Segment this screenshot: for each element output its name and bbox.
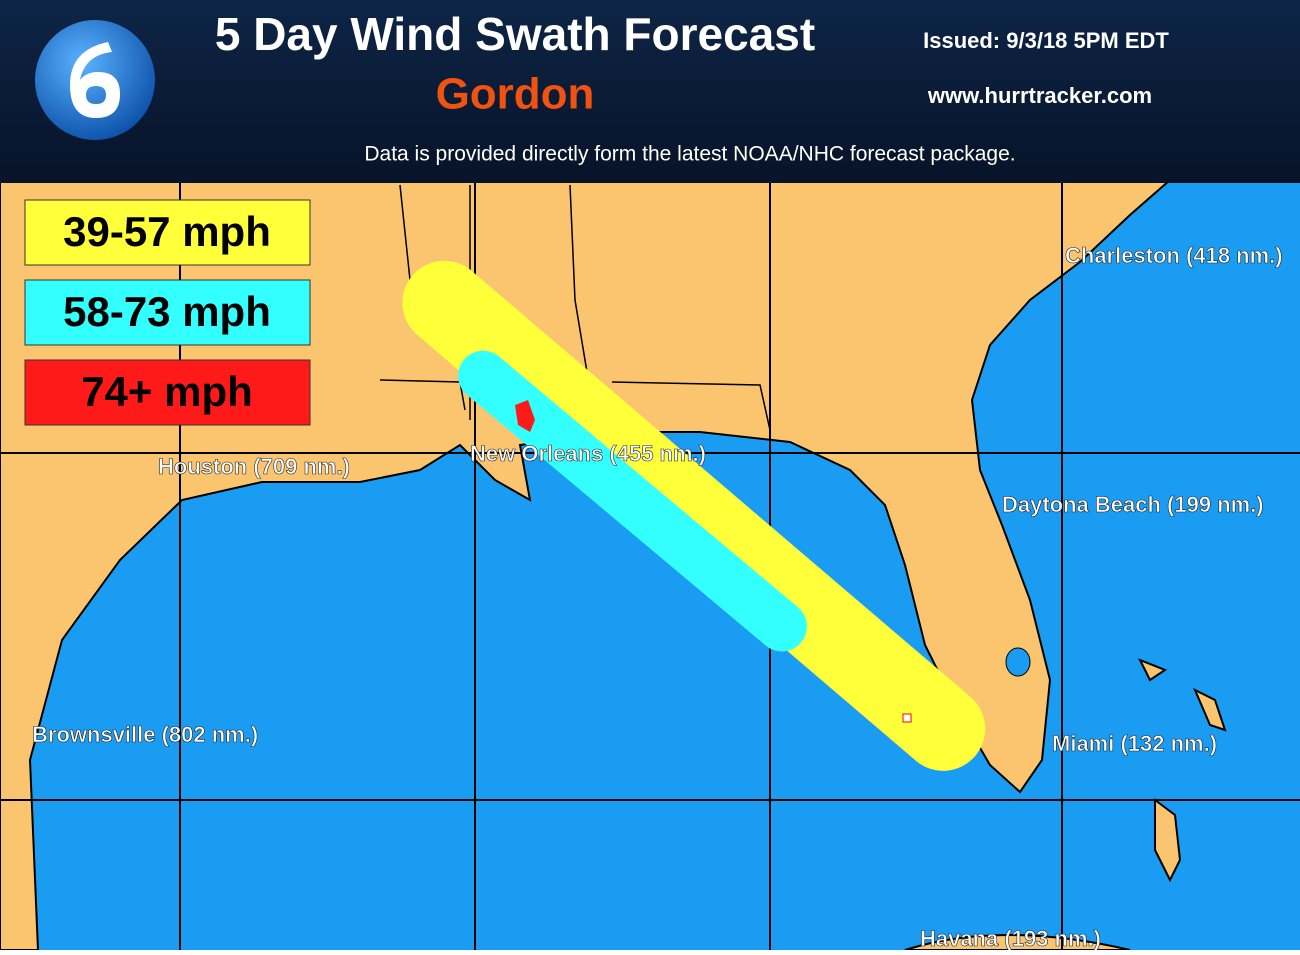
issued: Issued: 9/3/18 5PM EDT — [923, 28, 1169, 53]
city-label: Houston (709 nm.) — [158, 454, 350, 479]
header-bar — [0, 0, 1300, 183]
bahamas — [1137, 658, 1227, 883]
city-label: New Orleans (455 nm.) — [470, 441, 706, 466]
title: 5 Day Wind Swath Forecast — [215, 8, 815, 60]
legend-label: 74+ mph — [81, 368, 253, 415]
lake — [1005, 647, 1031, 677]
legend-swatch — [24, 279, 311, 346]
forecast-point — [902, 713, 912, 723]
city-label: Brownsville (802 nm.) — [32, 722, 258, 747]
legend: 39-57 mph 58-73 mph 74+ mph — [24, 199, 311, 426]
city-labels: Charleston (418 nm.) Houston (709 nm.) New… — [32, 243, 1283, 950]
website[interactable]: www.hurrtracker.com — [927, 83, 1152, 108]
legend-swatch — [24, 199, 311, 266]
legend-label: 39-57 mph — [63, 208, 271, 255]
note: Data is provided directly form the lates… — [364, 143, 1015, 166]
city-label: Havana (193 nm.) — [920, 926, 1101, 950]
swath-74 — [515, 400, 535, 432]
legend-label: 58-73 mph — [63, 288, 271, 335]
swath — [402, 260, 986, 771]
city-label: Charleston (418 nm.) — [1065, 243, 1283, 268]
legend-swatch — [24, 359, 311, 426]
storm-name: Gordon — [436, 70, 595, 119]
city-label: Daytona Beach (199 nm.) — [1002, 492, 1264, 517]
swath-39-57 — [402, 260, 986, 771]
logo — [35, 20, 155, 140]
city-label: Miami (132 nm.) — [1052, 731, 1217, 756]
swath-58-73 — [458, 350, 807, 652]
cuba — [904, 934, 1131, 950]
